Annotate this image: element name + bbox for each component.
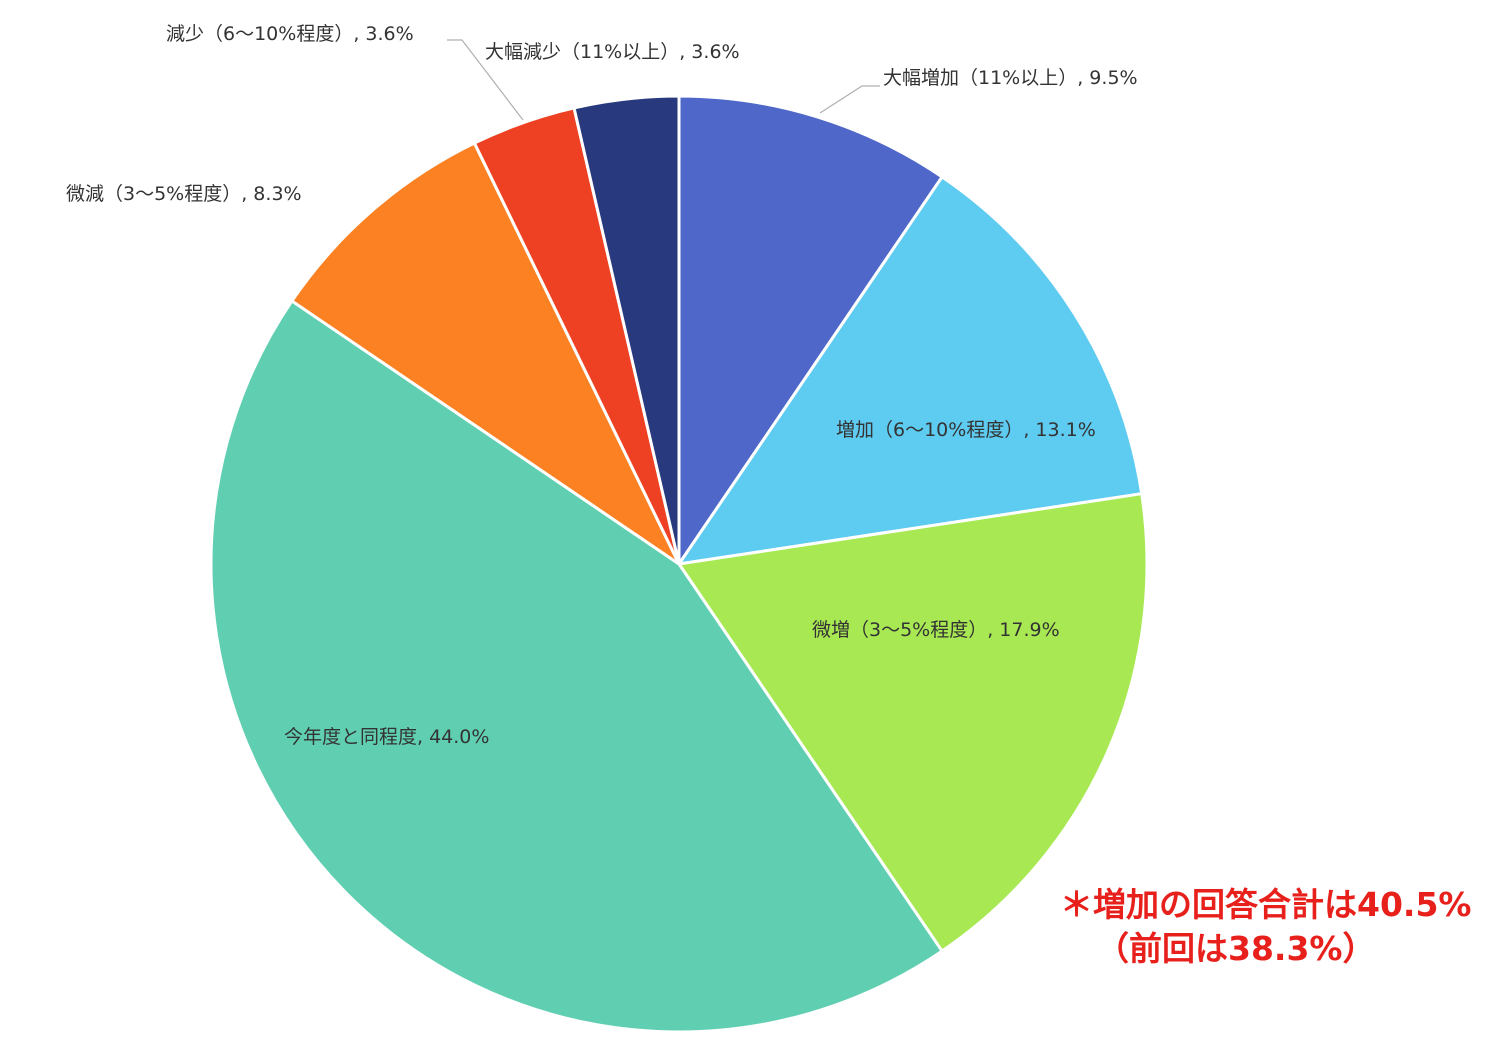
slice-label-3: 今年度と同程度, 44.0% [284,726,489,748]
slice-label-0: 大幅増加（11%以上）, 9.5% [883,67,1138,89]
pie-slice-0 [677,94,944,566]
pie-slices [209,94,1149,1034]
slice-label-2: 微増（3～5%程度）, 17.9% [812,619,1060,641]
slice-label-5: 減少（6～10%程度）, 3.6% [166,23,414,45]
leader-line-5 [447,39,524,121]
leader-line-0 [819,85,880,114]
leader-lines [447,39,880,121]
pie-slice-4 [290,141,681,566]
slice-label-6: 大幅減少（11%以上）, 3.6% [485,41,740,63]
pie-slice-3 [209,299,944,1034]
pie-slice-2 [677,492,1149,953]
pie-slice-1 [677,175,1144,566]
slice-labels: 大幅増加（11%以上）, 9.5% 増加（6～10%程度）, 13.1% 微増（3～… [66,23,1138,748]
slice-label-1: 増加（6～10%程度）, 13.1% [836,419,1096,441]
annotation-previous: （前回は38.3%） [1096,929,1376,968]
annotation-total-increase: ＊増加の回答合計は40.5% [1060,885,1472,924]
slice-label-4: 微減（3～5%程度）, 8.3% [66,183,302,205]
pie-slice-6 [572,94,681,566]
